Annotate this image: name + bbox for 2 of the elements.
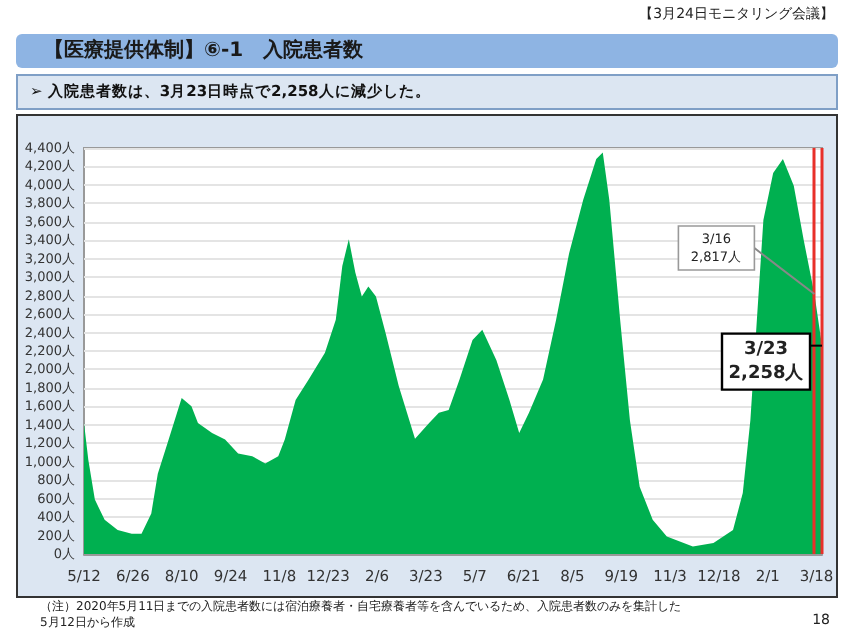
chart-title: 【医療提供体制】⑥-1 入院患者数 <box>16 34 838 68</box>
annotation: 3/23 2,258人 <box>728 339 806 384</box>
